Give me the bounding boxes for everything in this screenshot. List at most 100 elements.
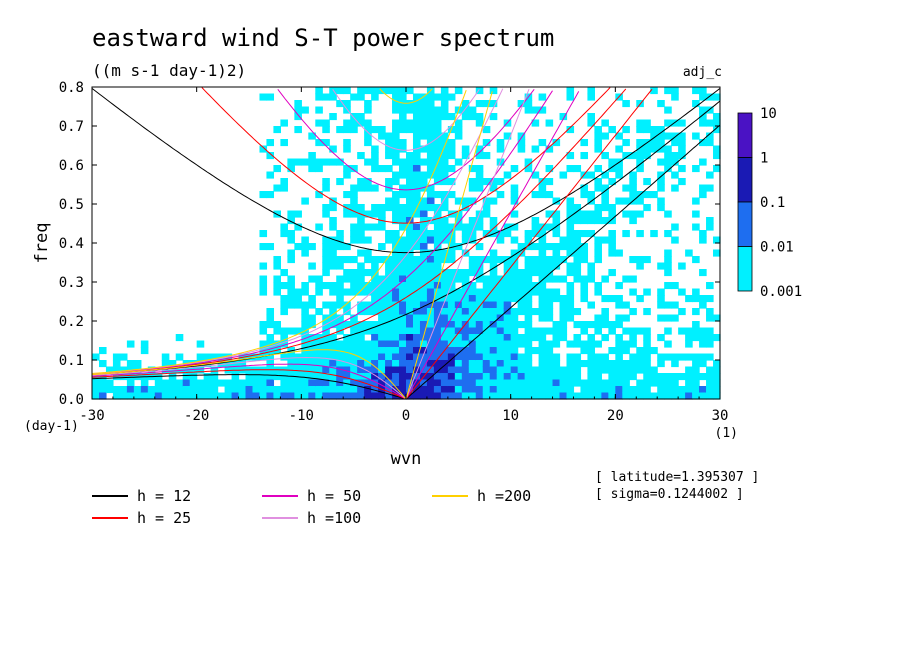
spectrum-cell — [433, 262, 442, 270]
spectrum-cell — [594, 256, 602, 264]
spectrum-cell — [419, 295, 428, 303]
spectrum-cell — [433, 152, 442, 160]
spectrum-cell — [657, 360, 665, 368]
spectrum-cell — [454, 314, 463, 322]
legend-label-h25: h = 25 — [137, 509, 191, 527]
spectrum-cell — [594, 282, 602, 290]
spectrum-cell — [406, 360, 414, 368]
spectrum-cell — [615, 314, 623, 322]
spectrum-cell — [468, 256, 477, 264]
spectrum-cell — [273, 275, 281, 283]
spectrum-cell — [489, 249, 498, 257]
spectrum-cell — [566, 308, 575, 316]
spectrum-cell — [426, 113, 435, 121]
spectrum-cell — [538, 340, 547, 348]
spectrum-cell — [601, 386, 609, 394]
spectrum-cell — [643, 152, 651, 160]
spectrum-cell — [636, 386, 644, 394]
spectrum-cell — [489, 340, 498, 348]
spectrum-cell — [273, 126, 281, 134]
spectrum-cell — [161, 386, 170, 394]
spectrum-cell — [371, 269, 379, 277]
spectrum-cell — [692, 197, 700, 205]
spectrum-cell — [601, 204, 609, 212]
spectrum-cell — [364, 340, 372, 348]
spectrum-cell — [573, 379, 582, 387]
spectrum-cell — [475, 171, 484, 179]
spectrum-cell — [573, 340, 582, 348]
spectrum-cell — [426, 262, 435, 270]
spectrum-cell — [392, 178, 400, 186]
spectrum-cell — [447, 386, 456, 394]
spectrum-cell — [503, 275, 512, 283]
spectrum-cell — [426, 249, 435, 257]
spectrum-cell — [468, 217, 477, 225]
spectrum-cell — [426, 184, 435, 192]
spectrum-cell — [161, 379, 170, 387]
spectrum-cell — [566, 223, 575, 231]
spectrum-cell — [524, 301, 533, 309]
spectrum-cell — [308, 243, 316, 251]
spectrum-cell — [622, 340, 630, 348]
spectrum-cell — [301, 360, 309, 368]
spectrum-cell — [203, 379, 212, 387]
spectrum-cell — [510, 392, 519, 400]
spectrum-cell — [433, 295, 442, 303]
spectrum-cell — [510, 165, 519, 173]
spectrum-cell — [587, 262, 595, 270]
spectrum-cell — [538, 360, 547, 368]
spectrum-cell — [573, 262, 582, 270]
spectrum-cell — [622, 360, 630, 368]
spectrum-cell — [119, 392, 128, 400]
spectrum-cell — [419, 392, 428, 400]
spectrum-cell — [496, 145, 505, 153]
spectrum-cell — [385, 145, 393, 153]
y-axis: 0.00.10.20.30.40.50.60.70.8 — [59, 80, 720, 408]
spectrum-cell — [259, 275, 268, 283]
spectrum-cell — [399, 314, 407, 322]
spectrum-cell — [538, 347, 547, 355]
spectrum-cell — [489, 275, 498, 283]
spectrum-cell — [650, 366, 658, 374]
spectrum-cell — [545, 360, 554, 368]
spectrum-cell — [322, 210, 330, 218]
spectrum-cell — [308, 392, 316, 400]
spectrum-cell — [336, 256, 344, 264]
spectrum-cell — [629, 334, 637, 342]
legend-label-h100: h =100 — [307, 509, 361, 527]
spectrum-cell — [482, 152, 491, 160]
spectrum-cell — [433, 288, 442, 296]
spectrum-cell — [699, 327, 707, 335]
spectrum-cell — [371, 152, 379, 160]
spectrum-cell — [552, 230, 561, 238]
spectrum-cell — [566, 152, 575, 160]
spectrum-cell — [426, 93, 435, 101]
spectrum-cell — [524, 366, 533, 374]
spectrum-cell — [531, 327, 540, 335]
spectrum-cell — [140, 386, 149, 394]
spectrum-cell — [280, 295, 288, 303]
spectrum-cell — [587, 230, 595, 238]
spectrum-cell — [406, 334, 414, 342]
spectrum-cell — [266, 334, 275, 342]
spectrum-cell — [287, 230, 295, 238]
spectrum-cell — [566, 126, 575, 134]
spectrum-cell — [517, 334, 526, 342]
spectrum-cell — [329, 360, 337, 368]
spectrum-cell — [447, 93, 456, 101]
spectrum-cell — [699, 230, 707, 238]
spectrum-cell — [308, 295, 316, 303]
spectrum-cell — [573, 249, 582, 257]
spectrum-cell — [357, 379, 365, 387]
spectrum-cell — [392, 314, 400, 322]
spectrum-cell — [399, 262, 407, 270]
spectrum-cell — [308, 386, 316, 394]
spectrum-cell — [587, 87, 595, 95]
spectrum-cell — [392, 100, 400, 108]
spectrum-cell — [489, 373, 498, 381]
spectrum-cell — [392, 275, 400, 283]
spectrum-cell — [531, 223, 540, 231]
spectrum-cell — [566, 87, 575, 95]
spectrum-cell — [601, 379, 609, 387]
y-tick-label: 0.6 — [59, 158, 84, 174]
